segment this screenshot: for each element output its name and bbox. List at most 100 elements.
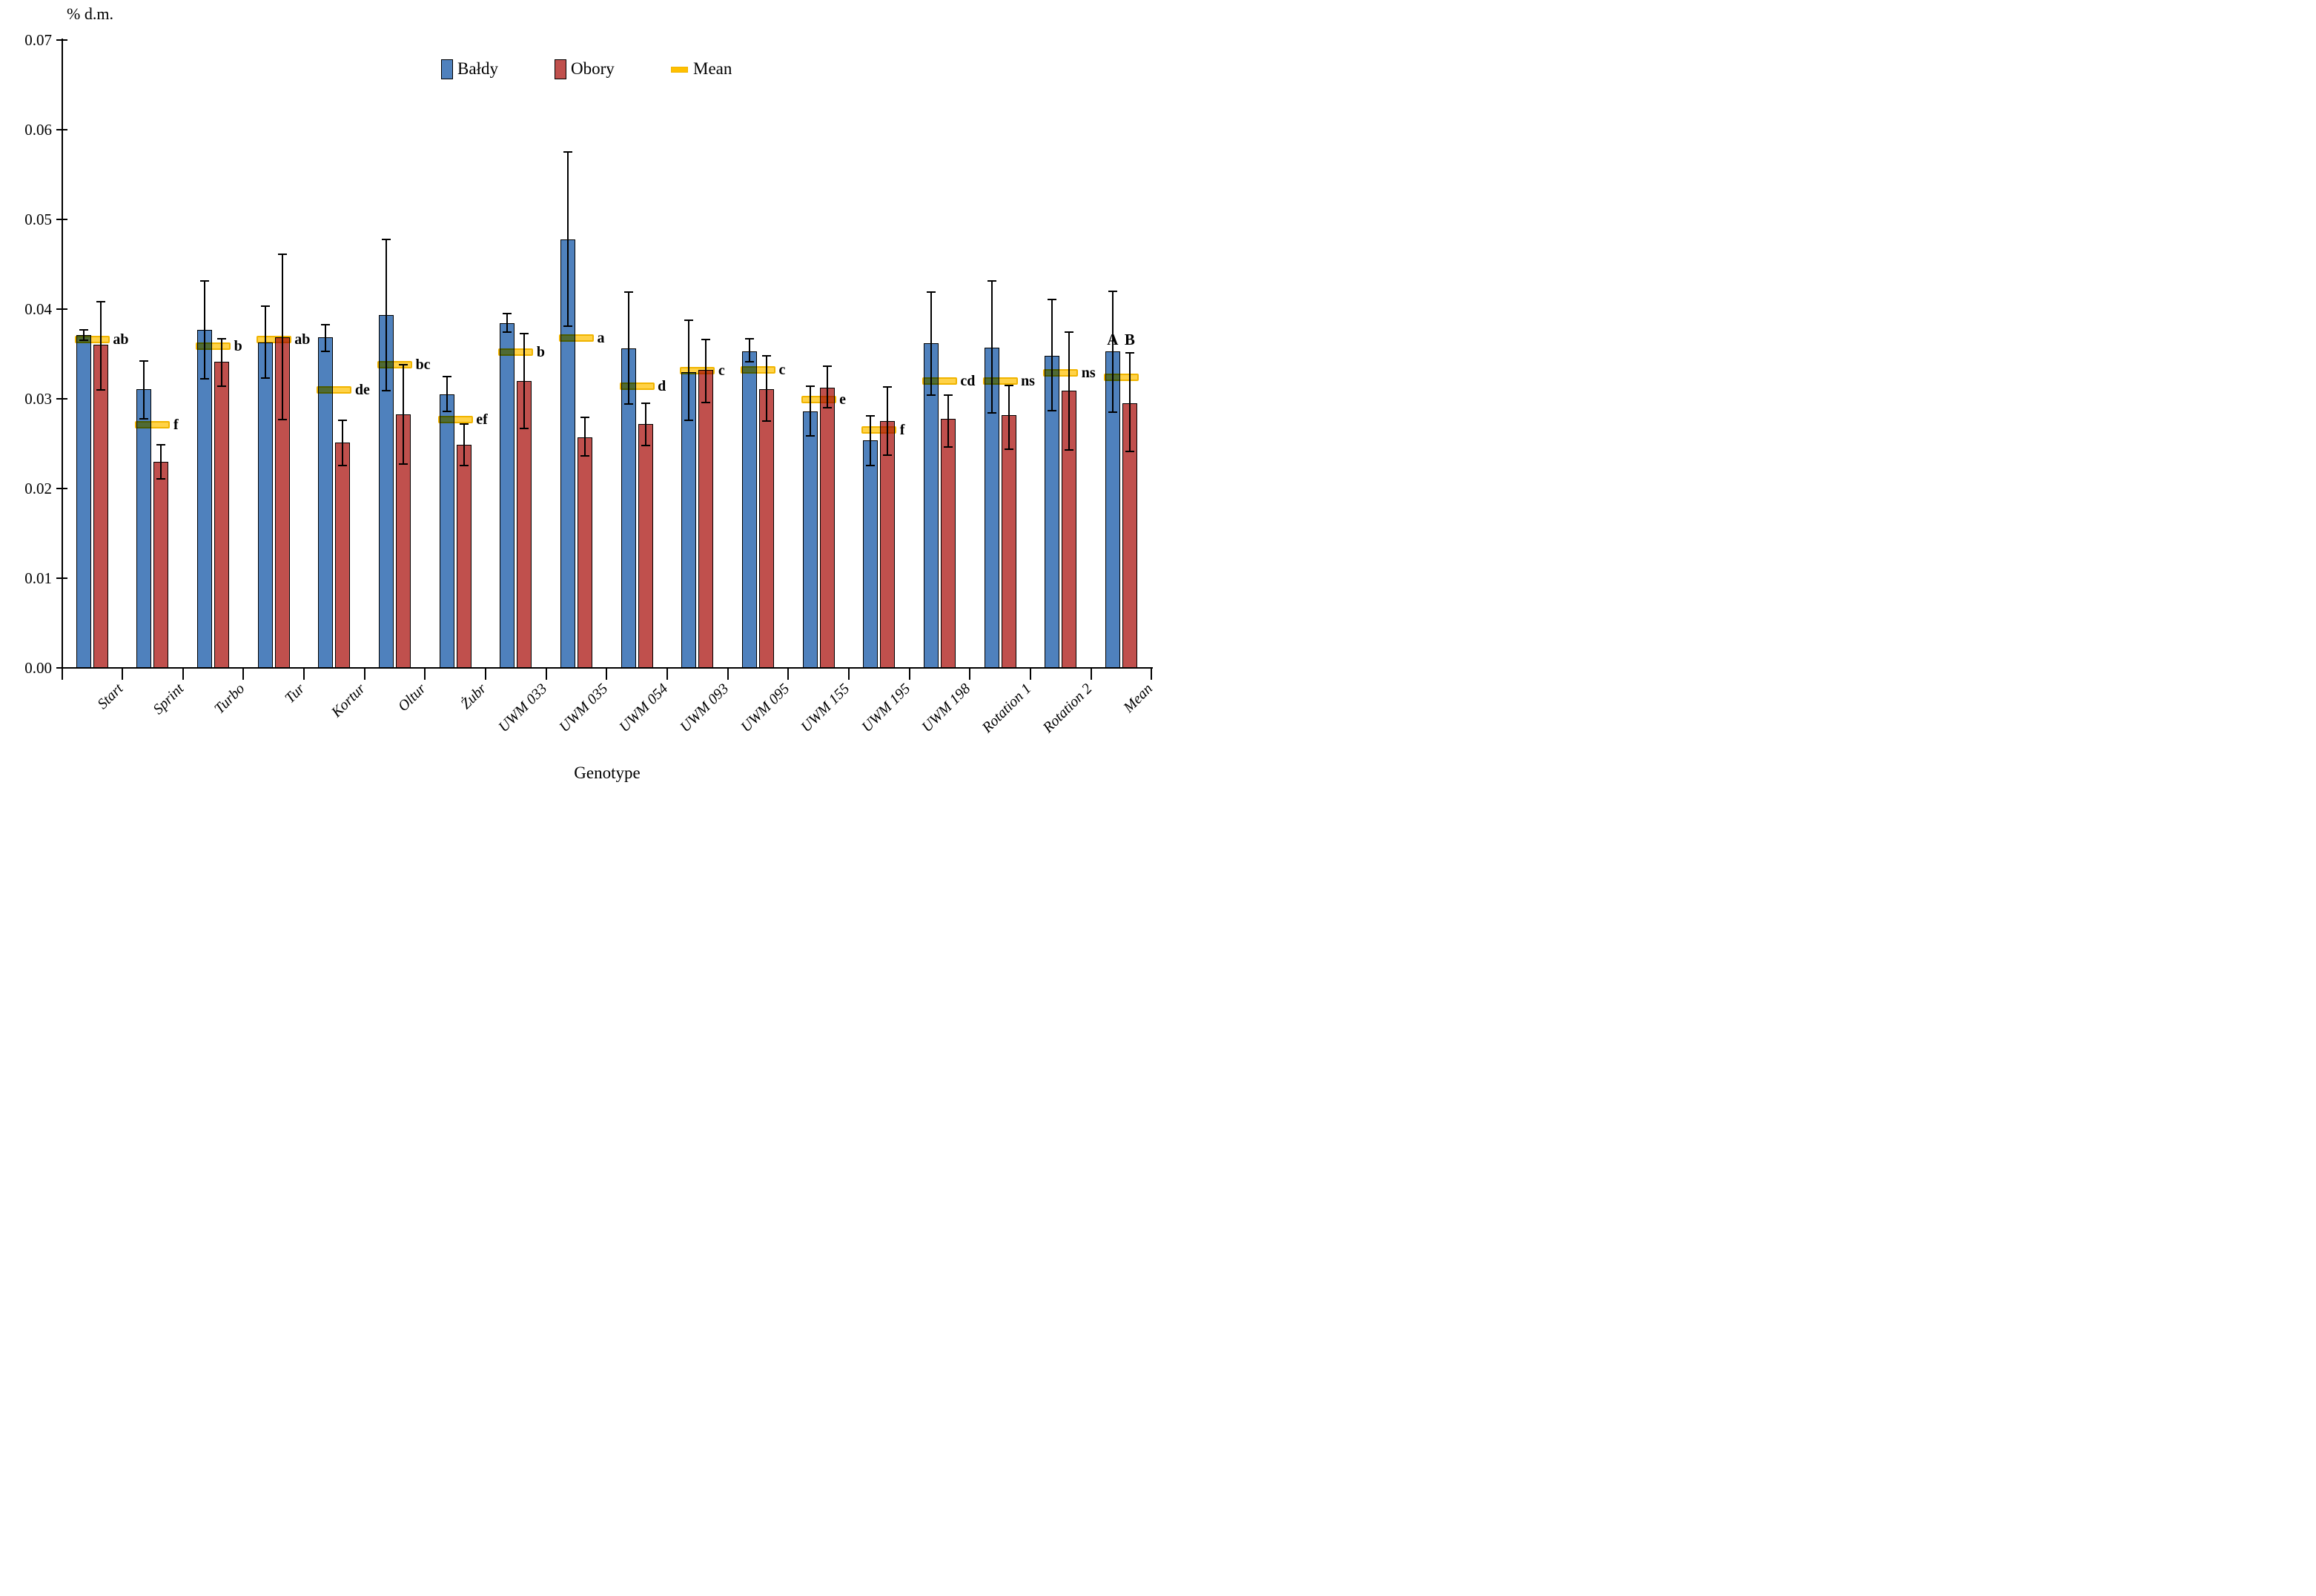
category-label: Sprint [150,681,188,718]
error-bar-cap [641,403,650,405]
significance-letter: b [536,344,545,361]
error-bar [1008,385,1010,449]
bar-obory-11 [758,388,774,668]
significance-letter: b [234,337,242,354]
error-bar-cap [260,305,270,308]
error-bar [887,387,889,456]
mean-letter-a: A [1107,330,1119,348]
error-bar [644,403,646,446]
error-bar-cap [822,407,832,409]
error-bar-cap [883,386,893,388]
error-bar [870,415,872,466]
significance-letter: c [718,362,725,380]
error-bar-cap [399,463,408,466]
error-bar [748,338,750,362]
error-bar-cap [580,417,590,419]
significance-letter: ab [294,331,311,348]
y-tick-label: 0.00 [24,659,52,677]
error-bar-cap [321,323,331,325]
error-bar [765,355,767,422]
bar-baldy-13 [863,440,879,668]
error-bar [403,365,405,465]
error-bar [1111,291,1114,413]
bar-obory-1 [153,461,169,668]
error-bar [342,420,344,466]
mean-marker-10 [680,367,715,375]
mean-marker-5 [377,361,413,369]
y-tick-label: 0.02 [24,480,52,497]
bar-baldy-2 [197,329,213,668]
bar-obory-15 [1001,414,1016,668]
error-bar [990,281,993,414]
error-bar-cap [139,417,149,420]
y-tick [56,308,67,310]
category-label: UWM 093 [677,681,732,736]
error-bar-cap [200,378,210,380]
category-label: UWM 035 [555,681,611,736]
significance-letter: c [778,362,786,379]
significance-letter: f [173,417,179,434]
mean-marker-17 [1103,373,1139,381]
bar-obory-0 [93,345,108,668]
category-label: Oltur [394,681,429,715]
error-bar-cap [866,464,876,466]
y-tick [56,39,67,41]
error-bar-cap [761,354,771,357]
error-bar-cap [503,331,512,334]
error-bar-cap [744,361,754,363]
error-bar-cap [623,403,633,405]
error-bar-cap [442,410,451,412]
error-bar [143,361,145,419]
x-tick [969,668,971,680]
error-bar-cap [805,385,815,388]
category-label: UWM 195 [858,681,914,736]
category-label: Tur [282,681,308,707]
error-bar-cap [1108,411,1117,414]
error-bar-cap [943,446,953,448]
error-bar-cap [987,280,996,282]
x-tick [666,668,668,680]
error-bar [1068,332,1071,450]
bar-obory-2 [214,362,230,668]
error-bar-cap [1048,298,1057,300]
error-bar-cap [1125,352,1134,354]
significance-letter: cd [960,372,976,389]
legend-label-baldy: Bałdy [457,59,498,78]
error-bar-cap [744,337,754,340]
x-tick [485,668,487,680]
error-bar-cap [943,394,953,397]
y-axis-line [61,39,63,669]
category-label: Żubr [457,681,490,713]
bar-baldy-12 [802,411,818,668]
bar-obory-6 [456,444,472,668]
bar-baldy-7 [500,323,515,668]
mean-marker-16 [1043,368,1079,377]
significance-letter: ns [1081,364,1096,381]
error-bar-cap [139,360,149,362]
error-bar [446,376,448,411]
category-label: UWM 095 [737,681,793,736]
error-bar-cap [641,444,650,446]
y-tick [56,398,67,400]
error-bar [506,314,509,333]
x-tick [1029,668,1031,680]
error-bar-cap [563,325,573,327]
error-bar [221,338,223,387]
y-tick [56,129,67,130]
error-bar [325,324,327,351]
error-bar [930,292,932,396]
error-bar-cap [260,377,270,380]
y-tick-label: 0.03 [24,390,52,408]
error-bar [82,329,85,341]
category-label: UWM 155 [798,681,853,736]
error-bar-cap [1048,409,1057,411]
error-bar-cap [1004,384,1013,386]
error-bar [1128,353,1131,452]
legend: Bałdy Obory Mean [0,58,1158,83]
error-bar-cap [701,401,711,403]
y-tick [56,488,67,489]
y-tick [56,577,67,579]
mean-marker-11 [740,366,775,374]
x-tick [303,668,305,680]
mean-marker-14 [922,377,957,385]
